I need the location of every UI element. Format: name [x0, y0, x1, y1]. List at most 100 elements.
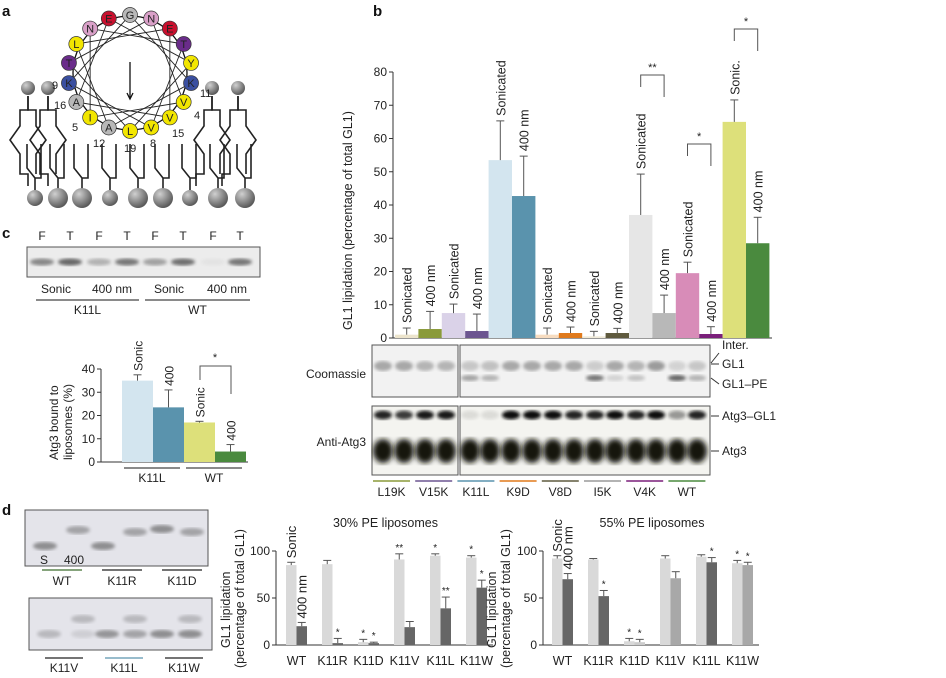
category-label: K11L — [426, 654, 454, 668]
significance-mark: * — [469, 545, 473, 556]
y-tick-label: 30 — [82, 385, 96, 399]
bar-wt-400nm — [562, 579, 573, 645]
band-atg3 — [522, 439, 542, 463]
chart-title: 55% PE liposomes — [600, 516, 705, 530]
bar-k11d-sonic — [358, 642, 369, 645]
residue-letter: E — [105, 13, 112, 25]
gel-band — [178, 630, 202, 638]
band-label: Atg3–GL1 — [722, 409, 776, 423]
significance-bracket — [733, 28, 759, 51]
band-atg3 — [415, 439, 435, 463]
bar-label: 400 nm — [565, 280, 579, 322]
lipid-tail — [26, 144, 42, 190]
group-label-k9d: K9D — [506, 485, 530, 499]
bar-k11d-400nm — [634, 642, 645, 645]
helix-connector — [76, 101, 170, 118]
gel-band — [115, 258, 139, 266]
band-gl1-pe — [668, 375, 686, 381]
category-label: K11W — [460, 654, 493, 668]
y-tick-label: 50 — [257, 591, 271, 605]
significance-mark: * — [710, 547, 714, 558]
residue-circle — [100, 119, 117, 136]
gel-band — [228, 258, 252, 266]
helix-connector — [90, 28, 184, 45]
gel-band — [171, 258, 195, 266]
residue-circle — [68, 36, 85, 52]
band-gl1 — [374, 361, 392, 371]
helix-connector — [129, 14, 192, 84]
bar-k11w-sonic — [732, 563, 743, 645]
panel-label-c: c — [2, 225, 10, 242]
band-atg3-gl1 — [647, 410, 665, 420]
bar-label: 400 nm — [424, 265, 438, 307]
lipid-head-ball — [102, 190, 118, 206]
band-atg3 — [564, 439, 584, 463]
band-gl1-pe — [461, 375, 479, 381]
condition-label: 400 nm — [92, 282, 132, 296]
band-gl1 — [416, 361, 434, 371]
significance-mark: * — [372, 631, 376, 642]
chart-b-lipidation: 0 10 20 30 40 50 60 70 80 GL1 lipidation (percent… — [341, 16, 772, 345]
gel-band — [87, 258, 111, 266]
condition-label: Sonic — [154, 282, 184, 296]
residue-letter: A — [105, 123, 113, 135]
group-label-k11l: K11L — [462, 485, 489, 499]
significance-mark: ** — [395, 543, 403, 554]
lipid-tail — [101, 144, 117, 190]
lipid-head-ball — [153, 188, 173, 208]
band-gl1 — [523, 361, 541, 371]
bar-label: 400 nm — [752, 171, 766, 213]
helix-connector — [68, 14, 131, 84]
category-label: K11L — [692, 654, 720, 668]
lipid-head-ball — [48, 188, 68, 208]
significance-mark: * — [213, 352, 218, 364]
lane-label-400: 400 — [64, 553, 84, 567]
group-label-l19k: L19K — [377, 485, 405, 499]
bar-label: 400 nm — [705, 280, 719, 322]
significance-mark: * — [480, 569, 484, 580]
panel-d: S 400 WT K11R K11D K11V K11L K11W 0 50 100 30% PE l… — [24, 509, 759, 675]
position-number: 9 — [52, 80, 58, 92]
band-atg3-gl1 — [606, 410, 624, 420]
lipid-tail — [129, 144, 145, 190]
residue-circle — [82, 20, 98, 37]
bar-label: 400 nm — [518, 109, 532, 151]
category-label: K11V — [656, 654, 686, 668]
helix-connector — [90, 101, 184, 118]
significance-mark: ** — [648, 62, 657, 74]
bar-k11d-400nm — [368, 643, 379, 645]
residue-letter: V — [180, 97, 188, 109]
gel-band — [150, 525, 174, 533]
y-tick-label: 0 — [530, 638, 537, 652]
significance-mark: * — [744, 16, 749, 28]
group-label: WT — [188, 303, 207, 317]
bar-label: 400 nm — [658, 248, 672, 290]
y-tick-label: 60 — [374, 132, 388, 146]
lipid-head-ball — [208, 188, 228, 208]
bar-v4k-sonicated — [675, 273, 700, 338]
y-axis-label-line1: GL1 lipidation — [219, 572, 233, 648]
significance-bracket — [199, 365, 232, 394]
band-atg3-gl1 — [461, 410, 479, 420]
band-atg3 — [373, 439, 393, 463]
band-atg3 — [585, 439, 605, 463]
gel-group-label: WT — [53, 574, 72, 588]
residue-letter: Y — [187, 58, 195, 70]
band-gl1-pe — [586, 375, 604, 381]
band-atg3-gl1 — [627, 410, 645, 420]
lipid-tail — [211, 96, 231, 174]
helix-connector — [76, 28, 170, 45]
group-label-wt: WT — [678, 485, 697, 499]
significance-mark: * — [361, 628, 365, 639]
gel-group-label: K11D — [167, 574, 196, 588]
y-tick-label: 10 — [82, 432, 96, 446]
residue-letter: G — [126, 10, 135, 22]
significance-mark: ** — [442, 586, 450, 597]
bar-k11w-sonic — [466, 557, 477, 645]
significance-bracket — [687, 143, 712, 166]
band-atg3-gl1 — [523, 410, 541, 420]
bar-k11d-sonic — [624, 641, 635, 645]
gel-band — [66, 526, 90, 534]
band-atg3 — [394, 439, 414, 463]
bar-v15k-400nm — [465, 331, 489, 338]
